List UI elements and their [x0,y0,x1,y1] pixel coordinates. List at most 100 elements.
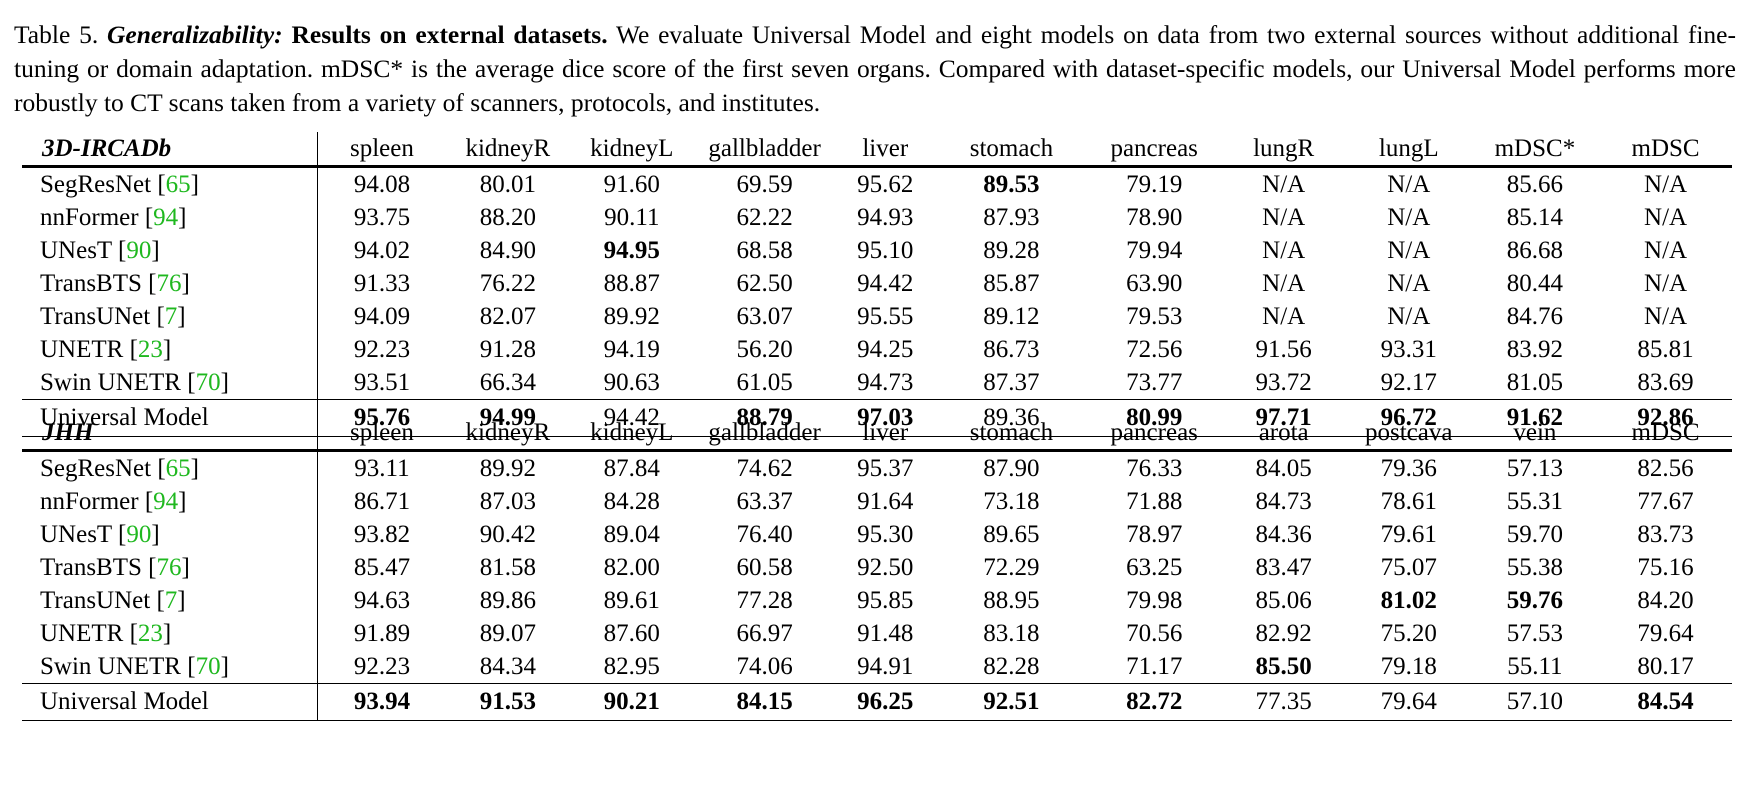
table-cell: 73.77 [1126,369,1183,396]
table-cell: 72.29 [983,554,1040,581]
citation-link[interactable]: 70 [195,653,221,680]
table-cell: 91.53 [445,683,570,721]
table-row: UNETR [23] 92.23 91.28 94.19 56.20 94.25 86.73… [22,333,1732,366]
table-row: TransBTS [76] 85.47 81.58 82.00 60.58 92.50 72… [22,551,1732,584]
model-label-end: ] [190,171,199,198]
table-cell: 81.05 [1506,369,1564,396]
model-name: nnFormer [94] [22,485,318,518]
citation-link[interactable]: 7 [164,587,178,614]
table-cell: 62.50 [736,270,793,297]
column-header: kidneyL [569,132,694,168]
model-label: TransBTS [ [40,270,157,297]
table-cell: 78.90 [1126,204,1183,231]
citation-link[interactable]: 7 [164,303,178,330]
table-caption: Table 5. Generalizability: Results on ex… [14,18,1736,120]
column-header: gallbladder [693,416,836,452]
table-cell: 82.00 [603,554,660,581]
table-cell: N/A [1644,270,1688,297]
column-header: kidneyL [569,416,694,452]
column-header: kidneyR [445,132,570,168]
model-label-end: ] [181,554,190,581]
table-cell: 94.08 [353,171,411,198]
table-cell: 59.76 [1506,587,1564,614]
citation-link[interactable]: 90 [126,521,152,548]
table-row: nnFormer [94] 93.75 88.20 90.11 62.22 94.93 87… [22,201,1732,234]
table-cell: 60.58 [736,554,793,581]
table-cell: 79.64 [1637,620,1694,647]
table-cell: 89.53 [983,171,1040,198]
table-cell: 94.91 [857,653,914,680]
table-cell: 94.19 [603,336,660,363]
table-cell: 87.90 [983,455,1040,482]
column-header: stomach [935,416,1088,452]
model-name: TransBTS [76] [22,267,318,300]
model-name: Universal Model [22,683,318,721]
citation-link[interactable]: 23 [137,336,163,363]
citation-link[interactable]: 70 [195,369,221,396]
citation-link[interactable]: 76 [156,270,182,297]
citation-link[interactable]: 23 [137,620,163,647]
table-cell: N/A [1387,171,1431,198]
table-cell: 93.94 [317,683,446,721]
table-cell: N/A [1262,171,1306,198]
model-name: UNesT [90] [22,234,318,267]
column-header: spleen [317,416,446,452]
table-cell: 78.61 [1380,488,1437,515]
table-cell: 80.01 [479,171,536,198]
model-label-end: ] [178,204,187,231]
table-cell: 94.73 [857,369,914,396]
column-header: spleen [317,132,446,168]
column-header: lungR [1220,132,1347,168]
table-cell: 82.95 [603,653,660,680]
table-row: Swin UNETR [70] 92.23 84.34 82.95 74.06 94.91… [22,650,1732,684]
table-cell: 94.63 [353,587,411,614]
table-cell: 90.21 [569,683,694,721]
table-cell: N/A [1387,204,1431,231]
table-row: TransUNet [7] 94.09 82.07 89.92 63.07 95.55 89… [22,300,1732,333]
model-name: Swin UNETR [70] [22,650,318,684]
table-cell: 83.73 [1637,521,1694,548]
model-label-end: ] [151,237,160,264]
table-row: SegResNet [65] 94.08 80.01 91.60 69.59 95.62 8… [22,166,1732,201]
model-label: UNesT [ [40,237,127,264]
table-cell: N/A [1387,270,1431,297]
table-row: Swin UNETR [70] 93.51 66.34 90.63 61.05 94.73… [22,366,1732,400]
model-label: TransUNet [ [40,303,165,330]
citation-link[interactable]: 94 [153,488,179,515]
table-cell: 85.06 [1255,587,1312,614]
citation-link[interactable]: 76 [156,554,182,581]
citation-link[interactable]: 65 [165,171,191,198]
table-cell: 95.62 [857,171,914,198]
table-cell: 78.97 [1126,521,1183,548]
header-row: JHH spleen kidneyR kidneyL gallbladder liver s… [22,416,1732,452]
table-cell: 89.65 [983,521,1040,548]
table-cell: 89.61 [603,587,660,614]
table-cell: 84.05 [1255,455,1312,482]
model-label-end: ] [220,653,229,680]
model-label: UNETR [ [40,336,138,363]
table-cell: 92.51 [935,683,1088,721]
section-title: 3D-IRCADb [22,132,318,168]
table-cell: 80.17 [1637,653,1694,680]
model-label-end: ] [162,336,172,363]
citation-link[interactable]: 90 [126,237,152,264]
citation-link[interactable]: 65 [165,455,191,482]
column-header: pancreas [1087,416,1221,452]
table-cell: 91.28 [479,336,536,363]
table-cell: 87.60 [603,620,660,647]
citation-link[interactable]: 94 [153,204,179,231]
table-cell: 89.12 [983,303,1040,330]
table-cell: 70.56 [1126,620,1183,647]
table-cell: 79.64 [1346,683,1471,721]
model-name: UNETR [23] [22,617,318,650]
table-cell: 91.48 [857,620,914,647]
table-cell: 91.56 [1255,336,1312,363]
table-cell: 85.50 [1255,653,1312,680]
table-cell: 95.85 [857,587,914,614]
table-cell: 85.81 [1637,336,1694,363]
caption-bold: Results on external datasets. [282,20,608,49]
table-cell: 93.82 [353,521,411,548]
model-label: SegResNet [ [40,455,166,482]
table-cell: N/A [1644,303,1688,330]
table-cell: 84.76 [1506,303,1564,330]
